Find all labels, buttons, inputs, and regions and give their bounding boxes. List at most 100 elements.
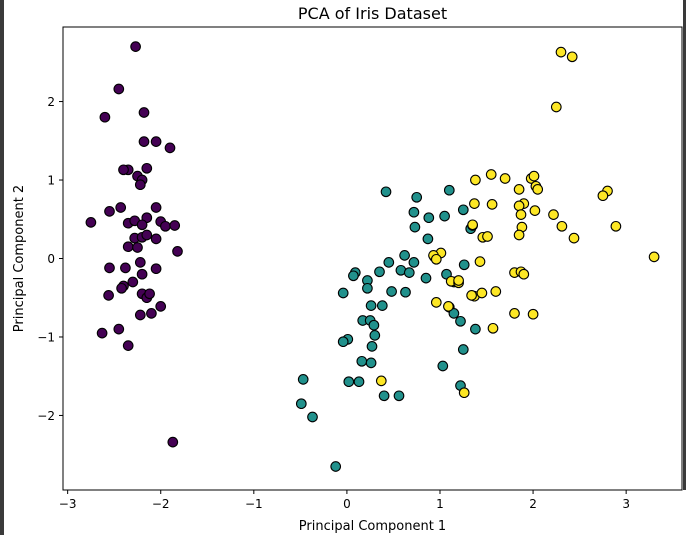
data-point — [409, 221, 421, 233]
x-tick-label: −3 — [59, 497, 77, 511]
data-point — [474, 256, 486, 267]
x-axis-ticks: −3 −2 −1 0 1 2 3 — [59, 490, 630, 511]
data-point — [141, 229, 153, 241]
data-point — [455, 315, 466, 327]
data-point — [120, 262, 131, 274]
x-tick-label: 2 — [529, 497, 537, 511]
data-point — [566, 51, 578, 63]
data-point — [85, 217, 97, 228]
data-point — [122, 241, 134, 253]
data-point — [430, 253, 442, 265]
data-point — [518, 268, 530, 280]
data-point — [141, 162, 153, 174]
data-point — [513, 184, 525, 195]
data-point — [378, 390, 390, 402]
x-tick-label: −2 — [152, 497, 170, 511]
data-point — [469, 198, 480, 209]
data-point — [443, 184, 455, 196]
data-point — [365, 357, 377, 369]
points-layer — [85, 41, 660, 472]
data-point — [134, 179, 146, 191]
data-point — [408, 257, 420, 268]
data-point — [457, 204, 469, 216]
y-axis-label: Principal Component 2 — [12, 185, 27, 332]
data-point — [408, 206, 420, 218]
data-point — [499, 173, 511, 184]
data-point — [509, 308, 520, 319]
data-point — [420, 272, 432, 284]
data-point — [513, 200, 525, 212]
data-point — [155, 301, 167, 312]
data-point — [150, 202, 162, 213]
data-point — [134, 309, 146, 321]
data-point — [368, 319, 380, 331]
data-point — [422, 233, 434, 245]
data-point — [164, 142, 176, 154]
data-point — [343, 376, 355, 388]
data-point — [136, 219, 148, 231]
data-point — [365, 300, 377, 311]
data-point — [448, 308, 460, 319]
data-point — [457, 344, 469, 355]
data-point — [439, 210, 450, 222]
data-point — [476, 287, 488, 299]
data-point — [122, 340, 134, 351]
data-point — [470, 323, 481, 335]
data-point — [443, 301, 454, 312]
data-point — [376, 300, 388, 311]
x-tick-label: 1 — [436, 497, 444, 511]
data-point — [169, 220, 181, 231]
data-point — [130, 41, 141, 52]
data-point — [369, 330, 381, 341]
data-point — [466, 290, 477, 301]
data-point — [458, 259, 470, 271]
x-tick-label: 0 — [343, 497, 351, 511]
data-point — [458, 387, 470, 399]
data-point — [597, 190, 609, 202]
chart-title: PCA of Iris Dataset — [298, 4, 447, 23]
data-point — [297, 374, 309, 385]
data-point — [136, 268, 148, 280]
data-point — [399, 250, 410, 261]
data-point — [150, 263, 162, 275]
window-right-border — [683, 0, 686, 490]
data-point — [513, 229, 525, 241]
data-point — [529, 205, 541, 216]
y-tick-label: −1 — [37, 330, 55, 344]
data-point — [337, 336, 349, 348]
data-point — [470, 174, 481, 186]
data-point — [353, 376, 365, 388]
data-point — [482, 231, 493, 242]
data-point — [172, 246, 183, 257]
data-point — [550, 101, 562, 113]
data-point — [485, 169, 497, 180]
data-point — [144, 288, 155, 300]
data-point — [337, 287, 349, 299]
data-point — [548, 209, 559, 220]
data-point — [568, 232, 580, 244]
data-point — [330, 461, 342, 472]
data-point — [356, 355, 368, 367]
data-point — [487, 322, 499, 334]
data-point — [167, 436, 179, 448]
data-point — [99, 111, 111, 123]
data-point — [366, 341, 378, 352]
data-point — [150, 233, 162, 245]
data-point — [138, 136, 150, 147]
data-point — [146, 308, 157, 319]
y-axis-ticks: −2 −1 0 1 2 — [37, 95, 63, 423]
data-point — [527, 308, 539, 320]
data-point — [528, 170, 540, 182]
x-tick-label: −1 — [245, 497, 263, 511]
y-tick-label: 2 — [47, 95, 55, 109]
data-point — [134, 257, 146, 268]
data-point — [118, 164, 129, 176]
data-point — [103, 290, 114, 301]
data-point — [430, 297, 442, 308]
data-point — [411, 191, 423, 203]
data-point — [648, 251, 660, 263]
data-point — [380, 186, 392, 198]
y-tick-label: −2 — [37, 409, 55, 423]
data-point — [532, 184, 544, 195]
data-point — [400, 286, 411, 298]
